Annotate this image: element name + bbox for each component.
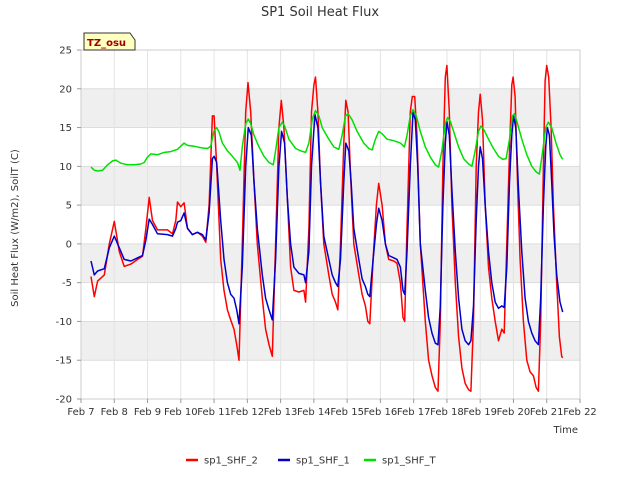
series-lines: [90, 64, 564, 392]
y-tick-label: -5: [62, 278, 72, 289]
site-badge: TZ_osu: [83, 32, 136, 51]
y-tick-label: 15: [59, 123, 72, 134]
y-tick-label: 0: [66, 239, 72, 250]
series-line-sp1-shf-1: [90, 111, 564, 346]
legend-label: sp1_SHF_2: [204, 456, 258, 467]
x-axis-label: Time: [553, 425, 578, 436]
legend-label: sp1_SHF_1: [296, 456, 350, 467]
x-tick-label: Feb 17: [397, 407, 431, 418]
plot-frame: [80, 49, 581, 400]
x-tick-label: Feb 12: [231, 407, 265, 418]
badge-box: [83, 32, 136, 51]
y-tick-label: -10: [56, 317, 72, 328]
y-tick-label: 5: [66, 201, 72, 212]
x-tick-label: Feb 10: [164, 407, 198, 418]
x-tick-label: Feb 16: [364, 407, 398, 418]
x-tick-label: Feb 21: [530, 407, 564, 418]
x-tick-label: Feb 13: [264, 407, 298, 418]
chart-title: SP1 Soil Heat Flux: [261, 5, 379, 20]
y-tick-label: -20: [56, 395, 72, 406]
x-tick-label: Feb 19: [463, 407, 497, 418]
y-tick-label: -15: [56, 356, 72, 367]
background-band: [81, 88, 580, 128]
background-bands: [81, 50, 580, 399]
x-axis-ticks: Feb 7 Feb 8 Feb 9 Feb 10 Feb 11 Feb 12 Feb 13 F…: [67, 399, 597, 418]
y-axis-label: Soil Heat Flux (W/m2), SoilT (C): [10, 149, 21, 307]
background-band: [81, 166, 580, 206]
y-tick-label: 25: [59, 46, 72, 57]
x-tick-label: Feb 9: [134, 407, 161, 418]
legend: sp1_SHF_2 sp1_SHF_1 sp1_SHF_T: [186, 456, 437, 467]
x-tick-label: Feb 8: [101, 407, 128, 418]
x-tick-label: Feb 18: [430, 407, 464, 418]
x-tick-label: Feb 14: [297, 407, 331, 418]
x-tick-label: Feb 7: [67, 407, 94, 418]
x-tick-label: Feb 22: [563, 407, 597, 418]
x-tick-label: Feb 20: [497, 407, 531, 418]
y-axis-ticks: -20 -15 -10 -5 0 5 10 15 20 25: [56, 46, 81, 406]
badge-text: TZ_osu: [87, 38, 126, 49]
y-tick-label: 10: [59, 162, 72, 173]
series-line-sp1-shf-2: [90, 64, 564, 392]
x-tick-label: Feb 15: [330, 407, 364, 418]
legend-label: sp1_SHF_T: [382, 456, 437, 467]
background-band: [81, 321, 580, 361]
y-tick-label: 20: [59, 84, 72, 95]
series-line-sp1-shf-t: [90, 108, 564, 175]
x-tick-label: Feb 11: [197, 407, 231, 418]
background-band: [81, 243, 580, 283]
